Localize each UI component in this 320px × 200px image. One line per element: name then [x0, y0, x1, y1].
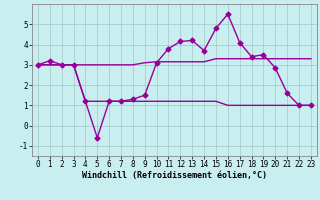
X-axis label: Windchill (Refroidissement éolien,°C): Windchill (Refroidissement éolien,°C) — [82, 171, 267, 180]
